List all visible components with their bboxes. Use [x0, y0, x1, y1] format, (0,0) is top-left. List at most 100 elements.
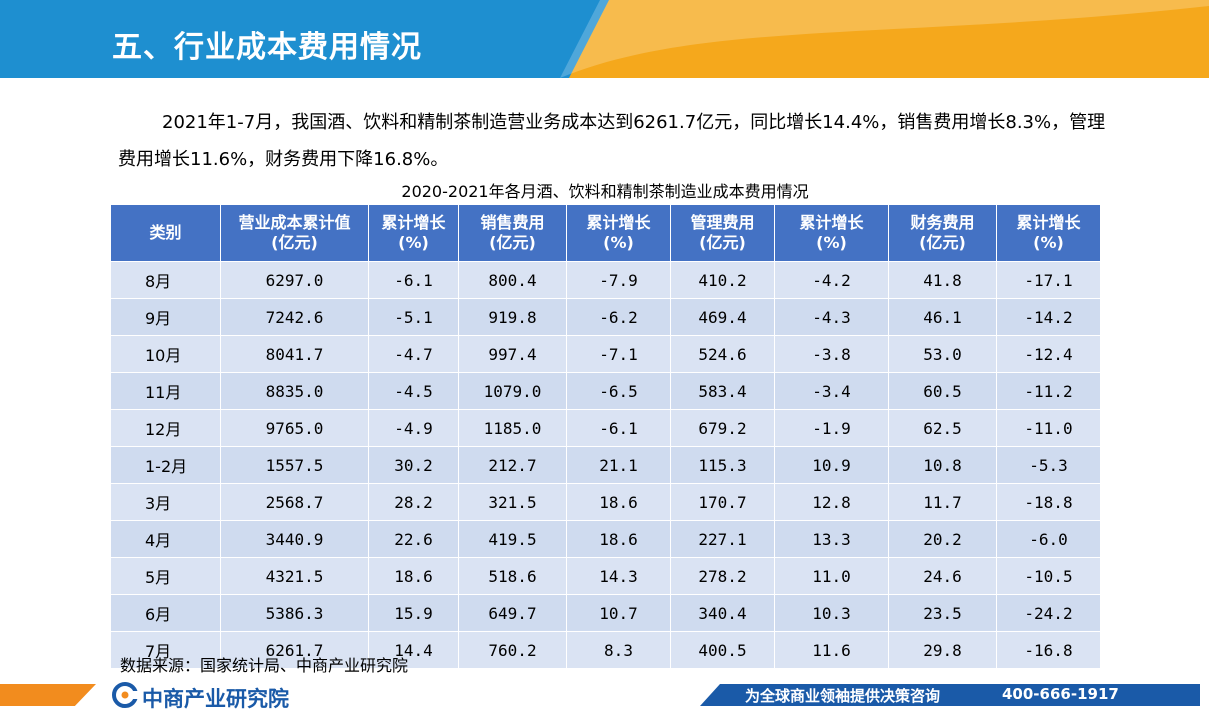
table-row: 9月 7242.6 -5.1 919.8 -6.2 469.4 -4.3 46.1 -14.2 — [110, 298, 1101, 336]
table-cell: -7.9 — [566, 261, 671, 299]
table-cell: -3.4 — [774, 372, 889, 410]
row-category-cell: 3月 — [110, 483, 221, 521]
header-accent-band — [569, 0, 1209, 78]
table-cell: 46.1 — [888, 298, 997, 336]
table-cell: 321.5 — [458, 483, 567, 521]
table-cell: -6.0 — [996, 520, 1101, 558]
table-cell: 340.4 — [670, 594, 775, 632]
table-cell: 22.6 — [368, 520, 459, 558]
footer-brand-name: 中商产业研究院 — [142, 687, 289, 711]
table-cell: -7.1 — [566, 335, 671, 373]
table-cell: 518.6 — [458, 557, 567, 595]
table-cell: 41.8 — [888, 261, 997, 299]
column-header-line: (%) — [603, 233, 634, 252]
table-cell: 29.8 — [888, 631, 997, 669]
table-cell: 800.4 — [458, 261, 567, 299]
column-header: 管理费用 (亿元) — [670, 204, 775, 262]
data-source-note: 数据来源：国家统计局、中商产业研究院 — [120, 656, 409, 675]
table-cell: 18.6 — [368, 557, 459, 595]
table-cell: -5.1 — [368, 298, 459, 336]
table-cell: -6.2 — [566, 298, 671, 336]
table-cell: 20.2 — [888, 520, 997, 558]
column-header-line: (%) — [398, 233, 429, 252]
row-category-cell: 9月 — [110, 298, 221, 336]
table-cell: 1185.0 — [458, 409, 567, 447]
footer-slogan: 为全球商业领袖提供决策咨询 — [745, 687, 941, 705]
column-header-line: 累计增长 — [586, 213, 651, 232]
column-header-line: 类别 — [149, 223, 182, 242]
table-cell: 12.8 — [774, 483, 889, 521]
column-header-line: 管理费用 — [690, 213, 755, 232]
table-header-row: 类别 营业成本累计值 (亿元) 累计增长 (%) 销售费用 (亿元) 累计增长 (%) 管理费用(… — [110, 204, 1101, 262]
table-row: 6月 5386.3 15.9 649.7 10.7 340.4 10.3 23.5 -24.2 — [110, 594, 1101, 632]
page-title: 五、行业成本费用情况 — [112, 30, 422, 65]
table-cell: 14.4 — [368, 631, 459, 669]
table-cell: -6.1 — [566, 409, 671, 447]
table-cell: 760.2 — [458, 631, 567, 669]
table-cell: -12.4 — [996, 335, 1101, 373]
column-header-line: 累计增长 — [799, 213, 864, 232]
header-swoosh-decoration — [560, 0, 1209, 78]
table-cell: 3440.9 — [220, 520, 369, 558]
table-cell: 1079.0 — [458, 372, 567, 410]
row-category-cell: 11月 — [110, 372, 221, 410]
table-cell: -4.2 — [774, 261, 889, 299]
row-category-cell: 6月 — [110, 594, 221, 632]
table-cell: 115.3 — [670, 446, 775, 484]
intro-paragraph: 2021年1-7月，我国酒、饮料和精制茶制造营业务成本达到6261.7亿元，同比… — [118, 112, 1106, 170]
table-cell: -24.2 — [996, 594, 1101, 632]
table-cell: 278.2 — [670, 557, 775, 595]
table-cell: 469.4 — [670, 298, 775, 336]
table-cell: 18.6 — [566, 483, 671, 521]
table-cell: 679.2 — [670, 409, 775, 447]
column-header: 累计增长 (%) — [996, 204, 1101, 262]
table-row: 5月 4321.5 18.6 518.6 14.3 278.2 11.0 24.6 -10.5 — [110, 557, 1101, 595]
table-cell: 649.7 — [458, 594, 567, 632]
column-header-line: (亿元) — [271, 233, 318, 252]
footer-blue-bar — [700, 684, 1200, 706]
table-cell: 2568.7 — [220, 483, 369, 521]
table-cell: 60.5 — [888, 372, 997, 410]
table-cell: -4.9 — [368, 409, 459, 447]
table-cell: 28.2 — [368, 483, 459, 521]
column-header: 累计增长 (%) — [368, 204, 459, 262]
table-cell: 8.3 — [566, 631, 671, 669]
table-cell: 30.2 — [368, 446, 459, 484]
table-cell: 419.5 — [458, 520, 567, 558]
table-cell: 583.4 — [670, 372, 775, 410]
column-header: 营业成本累计值 (亿元) — [220, 204, 369, 262]
table-row: 11月 8835.0 -4.5 1079.0 -6.5 583.4 -3.4 60.5 -11.… — [110, 372, 1101, 410]
table-cell: 1557.5 — [220, 446, 369, 484]
table-cell: 8041.7 — [220, 335, 369, 373]
table-cell: 919.8 — [458, 298, 567, 336]
footer-phone-number: 400-666-1917 — [1002, 685, 1119, 703]
table-title: 2020-2021年各月酒、饮料和精制茶制造业成本费用情况 — [401, 182, 809, 201]
table-cell: 11.6 — [774, 631, 889, 669]
column-header-line: (亿元) — [919, 233, 966, 252]
row-category-cell: 5月 — [110, 557, 221, 595]
column-header-line: 累计增长 — [381, 213, 446, 232]
table-cell: -4.7 — [368, 335, 459, 373]
table-row: 7月 6261.7 14.4 760.2 8.3 400.5 11.6 29.8 -16.8 — [110, 631, 1101, 669]
table-cell: -3.8 — [774, 335, 889, 373]
table-cell: 15.9 — [368, 594, 459, 632]
table-row: 1-2月 1557.5 30.2 212.7 21.1 115.3 10.9 10.8 -5.3 — [110, 446, 1101, 484]
table-cell: 10.7 — [566, 594, 671, 632]
table-cell: -14.2 — [996, 298, 1101, 336]
table-cell: 10.3 — [774, 594, 889, 632]
table-cell: 6261.7 — [220, 631, 369, 669]
table-cell: -10.5 — [996, 557, 1101, 595]
table-cell: -4.5 — [368, 372, 459, 410]
header-bar: 五、行业成本费用情况 — [0, 0, 1209, 78]
table-cell: -6.1 — [368, 261, 459, 299]
column-header: 累计增长 (%) — [774, 204, 889, 262]
table-cell: -11.2 — [996, 372, 1101, 410]
table-cell: 997.4 — [458, 335, 567, 373]
table-cell: 410.2 — [670, 261, 775, 299]
table-cell: 5386.3 — [220, 594, 369, 632]
table-cell: -5.3 — [996, 446, 1101, 484]
column-header-line: (亿元) — [699, 233, 746, 252]
table-cell: -16.8 — [996, 631, 1101, 669]
table-cell: -4.3 — [774, 298, 889, 336]
table-cell: 8835.0 — [220, 372, 369, 410]
